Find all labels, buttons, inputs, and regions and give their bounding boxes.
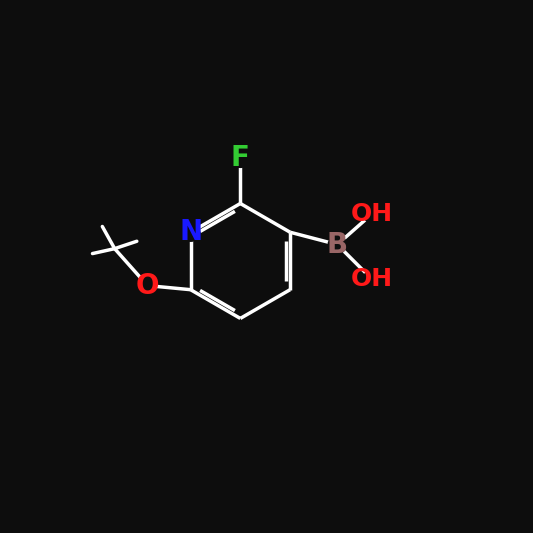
Text: O: O [136,272,159,300]
Text: F: F [231,144,250,172]
Text: B: B [327,231,348,259]
Circle shape [231,149,249,167]
Circle shape [328,236,346,254]
Circle shape [182,223,199,241]
Circle shape [363,205,381,223]
Text: N: N [179,218,202,246]
Circle shape [363,270,381,288]
Text: OH: OH [351,202,393,226]
Text: OH: OH [351,268,393,292]
Circle shape [139,277,157,295]
